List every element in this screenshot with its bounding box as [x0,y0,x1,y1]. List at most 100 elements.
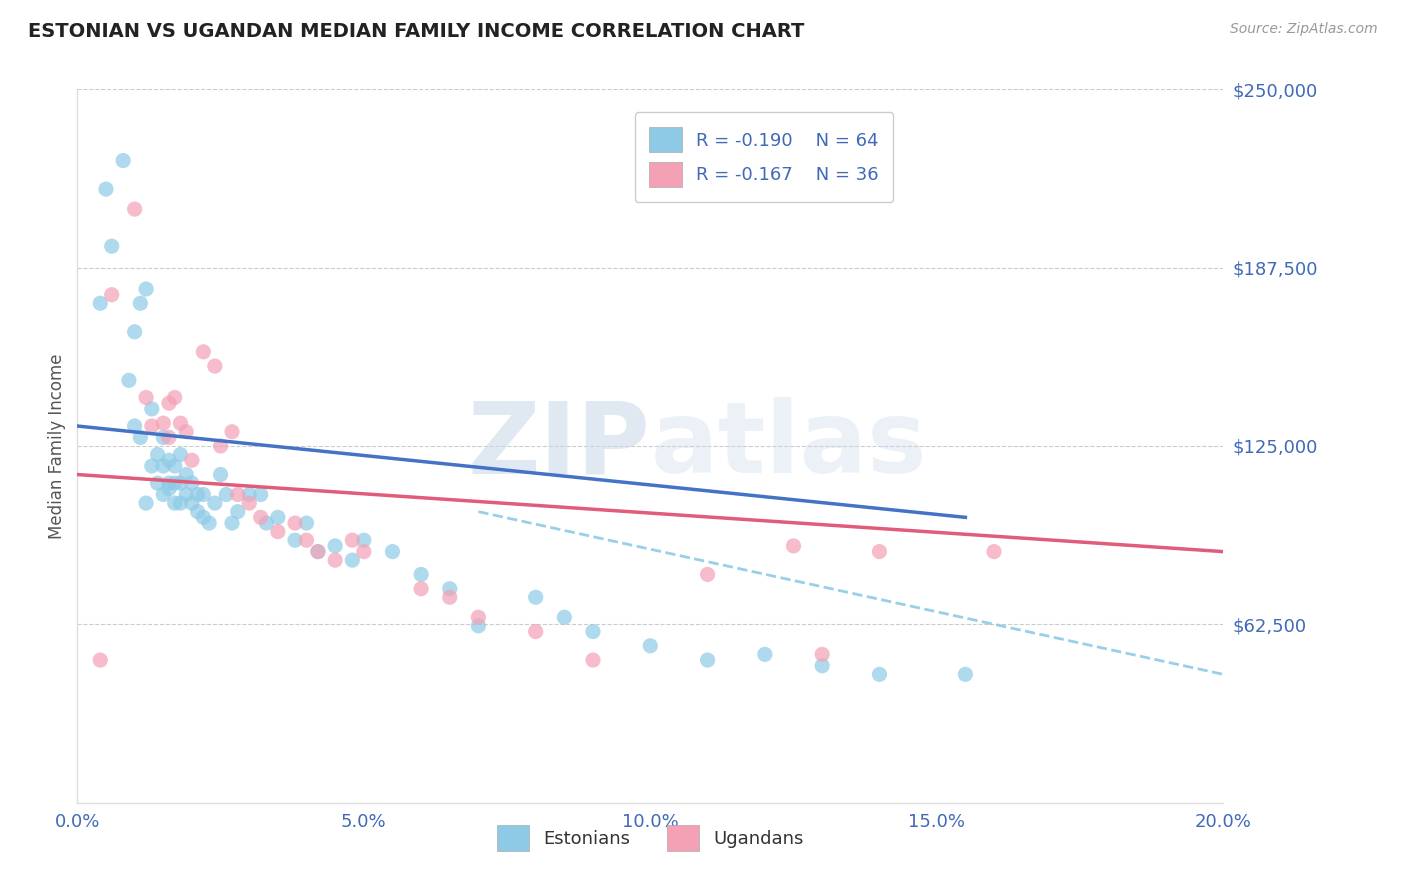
Point [249,487,271,501]
Point [284,533,307,548]
Point [124,325,146,339]
Point [163,391,186,405]
Text: ZIP: ZIP [467,398,651,494]
Point [100,287,122,301]
Point [353,544,375,558]
Point [267,510,290,524]
Point [193,487,215,501]
Point [146,448,169,462]
Point [152,487,174,501]
Point [323,553,346,567]
Point [869,544,891,558]
Point [174,487,197,501]
Point [696,567,718,582]
Point [135,282,157,296]
Point [198,516,221,530]
Point [100,239,122,253]
Point [169,416,191,430]
Point [342,553,364,567]
Point [112,153,135,168]
Point [89,653,111,667]
Point [180,453,204,467]
Point [135,496,157,510]
Point [141,401,163,416]
Point [204,496,226,510]
Point [782,539,804,553]
Point [323,539,346,553]
Point [221,425,243,439]
Point [187,487,209,501]
Point [640,639,662,653]
Text: Source: ZipAtlas.com: Source: ZipAtlas.com [1230,22,1378,37]
Point [221,516,243,530]
Point [582,624,605,639]
Point [295,533,318,548]
Point [955,667,977,681]
Point [439,582,461,596]
Point [157,396,180,410]
Point [226,487,249,501]
Point [238,496,260,510]
Point [124,202,146,216]
Text: ESTONIAN VS UGANDAN MEDIAN FAMILY INCOME CORRELATION CHART: ESTONIAN VS UGANDAN MEDIAN FAMILY INCOME… [28,22,804,41]
Point [204,359,226,373]
Point [209,467,232,482]
Point [411,567,433,582]
Point [152,430,174,444]
Point [129,430,152,444]
Point [124,419,146,434]
Point [307,544,329,558]
Point [439,591,461,605]
Point [169,496,191,510]
Point [135,391,157,405]
Point [174,467,197,482]
Point [284,516,307,530]
Point [180,496,204,510]
Point [381,544,404,558]
Point [307,544,329,558]
Point [553,610,575,624]
Point [582,653,605,667]
Legend: Estonians, Ugandans: Estonians, Ugandans [482,811,818,865]
Point [141,458,163,473]
Point [169,476,191,491]
Point [163,496,186,510]
Point [238,487,260,501]
Point [209,439,232,453]
Point [411,582,433,596]
Point [89,296,111,310]
Y-axis label: Median Family Income: Median Family Income [48,353,66,539]
Point [163,458,186,473]
Point [94,182,117,196]
Point [353,533,375,548]
Point [141,419,163,434]
Text: atlas: atlas [651,398,927,494]
Point [193,344,215,359]
Point [467,619,489,633]
Point [467,610,489,624]
Point [163,476,186,491]
Point [983,544,1005,558]
Point [152,416,174,430]
Point [267,524,290,539]
Point [811,658,834,673]
Point [215,487,238,501]
Point [157,482,180,496]
Point [169,448,191,462]
Point [524,591,547,605]
Point [754,648,776,662]
Point [249,510,271,524]
Point [157,476,180,491]
Point [152,458,174,473]
Point [157,430,180,444]
Point [118,373,141,387]
Point [811,648,834,662]
Point [146,476,169,491]
Point [129,296,152,310]
Point [696,653,718,667]
Point [524,624,547,639]
Point [869,667,891,681]
Point [254,516,277,530]
Point [193,510,215,524]
Point [295,516,318,530]
